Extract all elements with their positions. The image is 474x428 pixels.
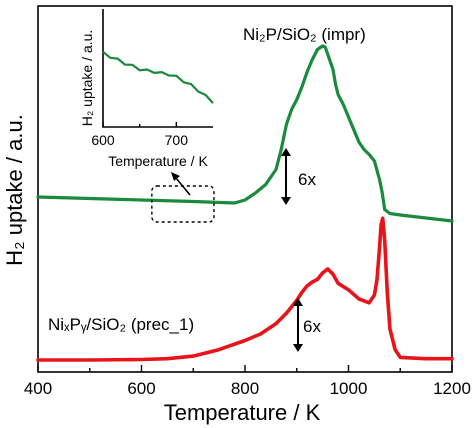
y-axis-title: H₂ uptake / a.u. — [2, 114, 27, 266]
inset-x-tick-label: 600 — [91, 132, 115, 148]
series-line-red — [36, 216, 454, 362]
x-tick-label: 400 — [24, 379, 52, 398]
inset-y-axis-title: H₂ uptake / a.u. — [79, 30, 95, 127]
inset-x-axis-title: Temperature / K — [108, 153, 208, 169]
annotation-layer: Ni₂P/SiO₂ (impr) NiₓPᵧ/SiO₂ (prec_1) 6x … — [2, 25, 366, 425]
x-axis-title: Temperature / K — [164, 400, 321, 425]
inset-frame — [102, 9, 213, 128]
scale-arrow-green — [281, 148, 291, 205]
scale-label-red: 6x — [303, 317, 321, 336]
inset-chart: 600 700 Temperature / K H₂ uptake / a.u. — [79, 9, 214, 169]
scale-arrow-red — [293, 298, 303, 352]
scale-label-green: 6x — [298, 170, 316, 189]
inset-series-line — [102, 50, 214, 104]
inset-axes: 600 700 — [91, 9, 214, 148]
label-red-series: NiₓPᵧ/SiO₂ (prec_1) — [48, 315, 194, 334]
inset-x-tick-label: 700 — [165, 132, 189, 148]
x-tick-label: 800 — [231, 379, 259, 398]
x-tick-label: 1200 — [433, 379, 471, 398]
x-tick-label: 1000 — [330, 379, 368, 398]
x-tick-label: 600 — [127, 379, 155, 398]
axes: 400 600 800 1000 1200 — [24, 5, 471, 398]
label-green-series: Ni₂P/SiO₂ (impr) — [243, 25, 366, 44]
series-line-green — [36, 44, 454, 223]
zoom-arrow — [171, 172, 191, 196]
series-layer — [36, 44, 454, 362]
zoom-region-box — [151, 185, 215, 223]
